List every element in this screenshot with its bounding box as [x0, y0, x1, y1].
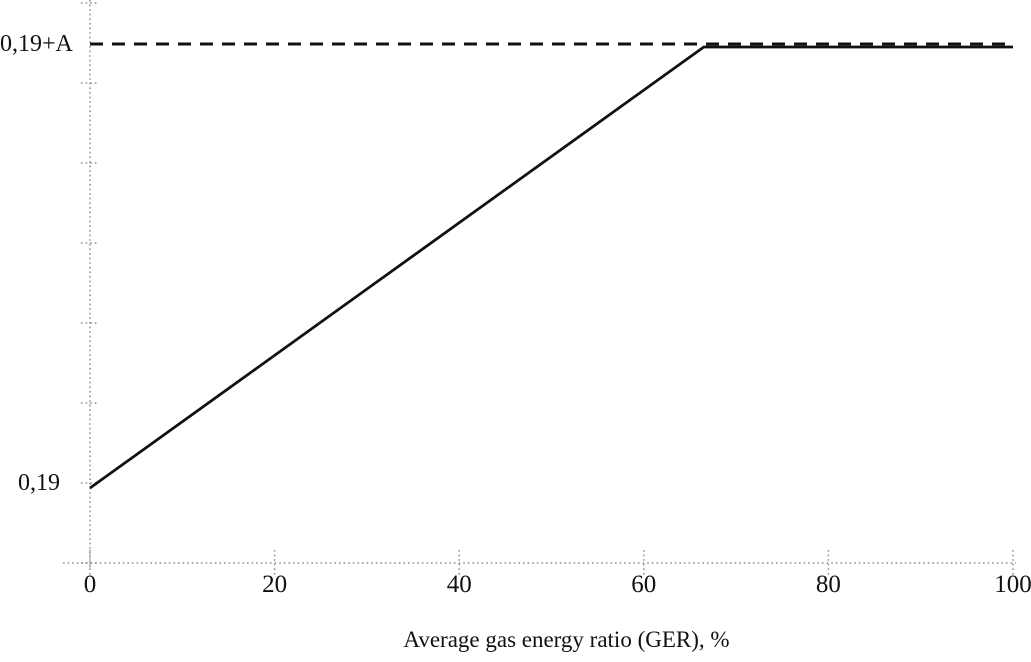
x-tick-label: 0	[83, 571, 97, 598]
x-axis-tick-labels: 0 20 40 60 80 100	[0, 570, 1031, 606]
x-axis-title: Average gas energy ratio (GER), %	[403, 627, 730, 652]
x-tick-label: 60	[631, 571, 657, 598]
x-tick-label: 20	[262, 571, 288, 598]
x-tick-label: 80	[815, 571, 841, 598]
y-axis-label-base: 0,19	[18, 470, 60, 496]
series-gas-energy-ratio-factor	[89, 45, 1013, 490]
y-axis-label-plateau: 0,19+A	[0, 31, 73, 57]
x-tick-label: 100	[994, 571, 1031, 598]
x-tick-label: 40	[446, 571, 472, 598]
